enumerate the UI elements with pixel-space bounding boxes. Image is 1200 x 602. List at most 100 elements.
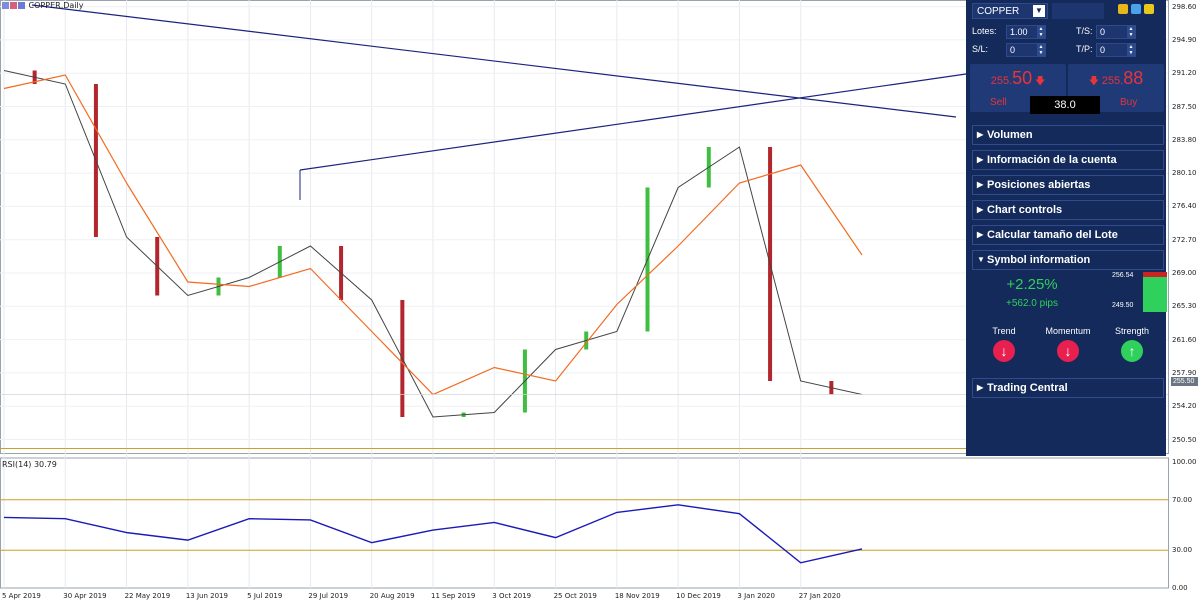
sell-price: 255.50 🡇 [990, 68, 1046, 88]
symbol-search[interactable] [1052, 3, 1104, 19]
rsi-tick-label: 70.00 [1172, 495, 1193, 504]
time-tick-label: 10 Dec 2019 [676, 592, 721, 600]
trendline-down [31, 4, 957, 118]
price-tick-label: 283.80 [1172, 135, 1197, 144]
time-tick-label: 5 Apr 2019 [2, 592, 41, 600]
chevron-down-icon[interactable]: ▼ [1033, 5, 1045, 17]
sell-label: Sell [990, 97, 1007, 108]
change-percent: +2.25% [1006, 276, 1058, 293]
section-symbol-information[interactable]: ▼ Symbol information [972, 250, 1164, 270]
price-tick-label: 261.60 [1172, 335, 1197, 344]
momentum-label: Momentum [1045, 326, 1091, 336]
link-icon[interactable] [1118, 4, 1128, 14]
price-tick-label: 298.60 [1172, 2, 1197, 11]
time-tick-label: 20 Aug 2019 [369, 592, 415, 600]
rsi-pane-frame [0, 457, 1169, 589]
lots-input[interactable]: 1.00 ▲ ▼ [1006, 25, 1046, 39]
section-open-positions[interactable]: ▶ Posiciones abiertas [972, 175, 1164, 195]
price-pane-frame [0, 0, 1169, 454]
chevron-down-icon: ▼ [977, 255, 985, 264]
time-tick-label: 29 Jul 2019 [308, 592, 349, 600]
section-volumen[interactable]: ▶ Volumen [972, 125, 1164, 145]
trade-panel: COPPER ▼ Lotes: 1.00 ▲ ▼ T/S: 0 ▲ ▼ S/L: 0 ▲ ▼… [966, 0, 1167, 456]
price-tick-label: 276.40 [1172, 202, 1197, 211]
chevron-right-icon: ▶ [977, 205, 984, 214]
price-tick-label: 265.30 [1172, 302, 1197, 311]
tp-value: 0 [1100, 45, 1106, 55]
price-line [3, 70, 863, 418]
tp-input[interactable]: 0 ▲ ▼ [1096, 43, 1136, 57]
section-lot-size[interactable]: ▶ Calcular tamaño del Lote [972, 225, 1164, 245]
rsi-line [3, 504, 863, 564]
trendline-up [299, 73, 967, 171]
lots-value: 1.00 [1010, 27, 1028, 37]
time-tick-label: 3 Oct 2019 [492, 592, 532, 600]
rsi-tick-label: 30.00 [1172, 546, 1193, 555]
buy-label: Buy [1120, 97, 1138, 108]
section-chart-controls[interactable]: ▶ Chart controls [972, 200, 1164, 220]
price-tick-label: 250.50 [1172, 435, 1197, 444]
time-tick-label: 22 May 2019 [124, 592, 171, 600]
time-tick-label: 30 Apr 2019 [63, 592, 107, 600]
sl-value: 0 [1010, 45, 1016, 55]
price-tick-label: 280.10 [1172, 169, 1197, 178]
settings-icon[interactable] [1131, 4, 1141, 14]
ts-stepper[interactable]: ▲ ▼ [1127, 26, 1135, 38]
section-trading-central[interactable]: ▶ Trading Central [972, 378, 1164, 398]
price-tick-label: 287.50 [1172, 102, 1197, 111]
time-tick-label: 18 Nov 2019 [614, 592, 660, 600]
arrow-down-icon: 🡇 [1088, 76, 1100, 87]
strength-label: Strength [1114, 326, 1150, 336]
sl-input[interactable]: 0 ▲ ▼ [1006, 43, 1046, 57]
sl-stepper[interactable]: ▲ ▼ [1037, 44, 1045, 56]
ts-input[interactable]: 0 ▲ ▼ [1096, 25, 1136, 39]
time-tick-label: 3 Jan 2020 [737, 592, 775, 600]
price-tick-label: 269.00 [1172, 269, 1197, 277]
range-bar [1143, 272, 1167, 312]
current-price-marker: 255.50 [1171, 377, 1198, 386]
momentum-down-icon: ↓ [1057, 340, 1079, 362]
symbol-info-body: +2.25% +562.0 pips 256.54 249.50 Trend M… [972, 268, 1167, 372]
chevron-right-icon: ▶ [977, 130, 984, 139]
tp-stepper[interactable]: ▲ ▼ [1127, 44, 1135, 56]
price-tick-label: 291.20 [1172, 69, 1197, 78]
trend-label: Trend [992, 326, 1016, 336]
time-tick-label: 27 Jan 2020 [798, 592, 841, 600]
price-tick-label: 272.70 [1172, 235, 1197, 244]
lots-stepper[interactable]: ▲ ▼ [1037, 26, 1045, 38]
symbol-select[interactable]: COPPER ▼ [972, 3, 1048, 19]
change-pips: +562.0 pips [1006, 298, 1058, 309]
arrow-down-icon: 🡇 [1034, 76, 1046, 87]
chart-title: COPPER,Daily [2, 1, 83, 10]
time-tick-label: 11 Sep 2019 [431, 592, 476, 600]
tp-label: T/P: [1076, 44, 1093, 54]
trend-down-icon: ↓ [993, 340, 1015, 362]
spread-value: 38.0 [1030, 96, 1100, 114]
ts-label: T/S: [1076, 26, 1093, 36]
chart-title-text: COPPER,Daily [28, 1, 84, 10]
rsi-label: RSI(14) 30.79 [2, 460, 57, 469]
chevron-right-icon: ▶ [977, 230, 984, 239]
buy-price: 🡇 255.88 [1088, 68, 1144, 88]
rsi-tick-label: 100.00 [1172, 458, 1197, 466]
time-tick-label: 25 Oct 2019 [553, 592, 597, 600]
ts-value: 0 [1100, 27, 1106, 37]
chevron-right-icon: ▶ [977, 383, 984, 392]
range-high: 256.54 [1112, 272, 1134, 279]
timeframe-icon [10, 2, 17, 9]
chevron-right-icon: ▶ [977, 155, 984, 164]
symbol-value: COPPER [977, 6, 1020, 17]
section-account-info[interactable]: ▶ Información de la cuenta [972, 150, 1164, 170]
chevron-right-icon: ▶ [977, 180, 984, 189]
strength-up-icon: ↑ [1121, 340, 1143, 362]
chart-type-icon [2, 2, 9, 9]
pin-icon[interactable] [1144, 4, 1154, 14]
time-tick-label: 13 Jun 2019 [185, 592, 228, 600]
rsi-tick-label: 0.00 [1172, 584, 1188, 592]
price-tick-label: 254.20 [1172, 402, 1197, 411]
time-tick-label: 5 Jul 2019 [247, 592, 283, 600]
range-low: 249.50 [1112, 302, 1134, 309]
lots-label: Lotes: [972, 26, 997, 36]
sl-label: S/L: [972, 44, 989, 54]
price-tick-label: 294.90 [1172, 35, 1197, 44]
